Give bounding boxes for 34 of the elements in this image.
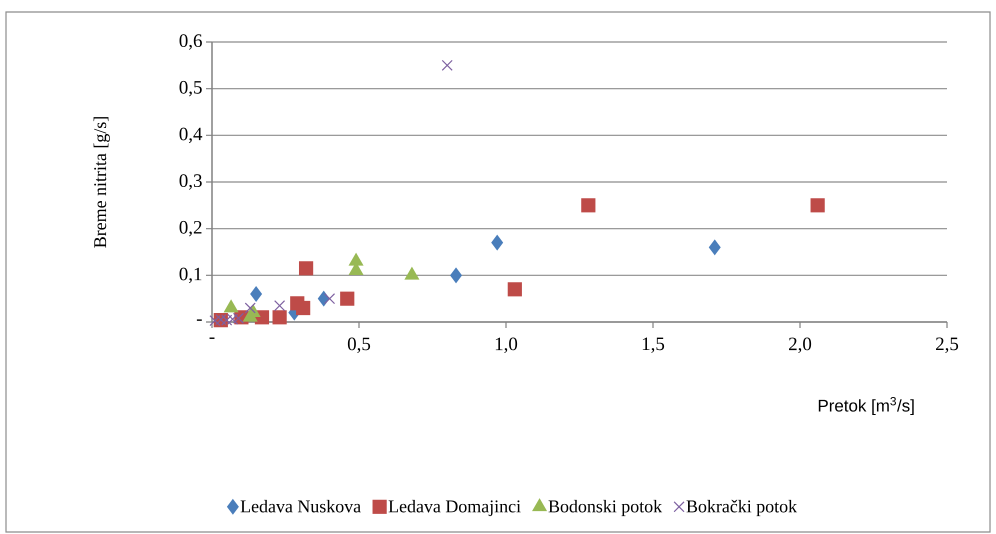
point (491, 235, 504, 250)
point (810, 198, 825, 212)
x-tick-label: 1,0 (496, 338, 518, 354)
y-tick-label: 0,3 (180, 174, 202, 190)
y-axis-title: Breme nitrita [g/s] (94, 117, 110, 248)
point (508, 282, 522, 296)
point (581, 198, 596, 212)
y-tick-label: 0,5 (180, 80, 202, 96)
legend-label: Bodonski potok (548, 500, 662, 516)
y-tick-label: 0,6 (180, 34, 202, 50)
y-tick-label: 0,4 (180, 128, 202, 144)
x-tick-label: 1,5 (642, 338, 664, 353)
point (244, 302, 256, 314)
legend-label: Ledava Nuskova (240, 500, 361, 512)
x-tick-label: 0,5 (348, 338, 370, 354)
x-axis-title: Pretok [m$^{3}$/s] (818, 396, 914, 416)
x-tick-label: 2,5 (936, 338, 958, 353)
point (274, 300, 286, 312)
point (324, 293, 336, 304)
point (250, 286, 262, 302)
point (450, 268, 462, 283)
x-tick-label: 2,0 (789, 338, 812, 354)
point (296, 300, 310, 316)
legend-label: Ledava Domajinci (388, 500, 521, 516)
y-tick-label: 0,2 (180, 220, 202, 236)
y-tick-label: 0,1 (180, 268, 202, 284)
point (442, 60, 453, 71)
y-tick-label: - (196, 319, 202, 321)
point (708, 240, 721, 255)
point (298, 261, 314, 276)
point (272, 310, 287, 324)
legend-label: Bokrački potok (686, 500, 798, 516)
x-tick-label: - (210, 338, 214, 339)
point (340, 292, 354, 306)
